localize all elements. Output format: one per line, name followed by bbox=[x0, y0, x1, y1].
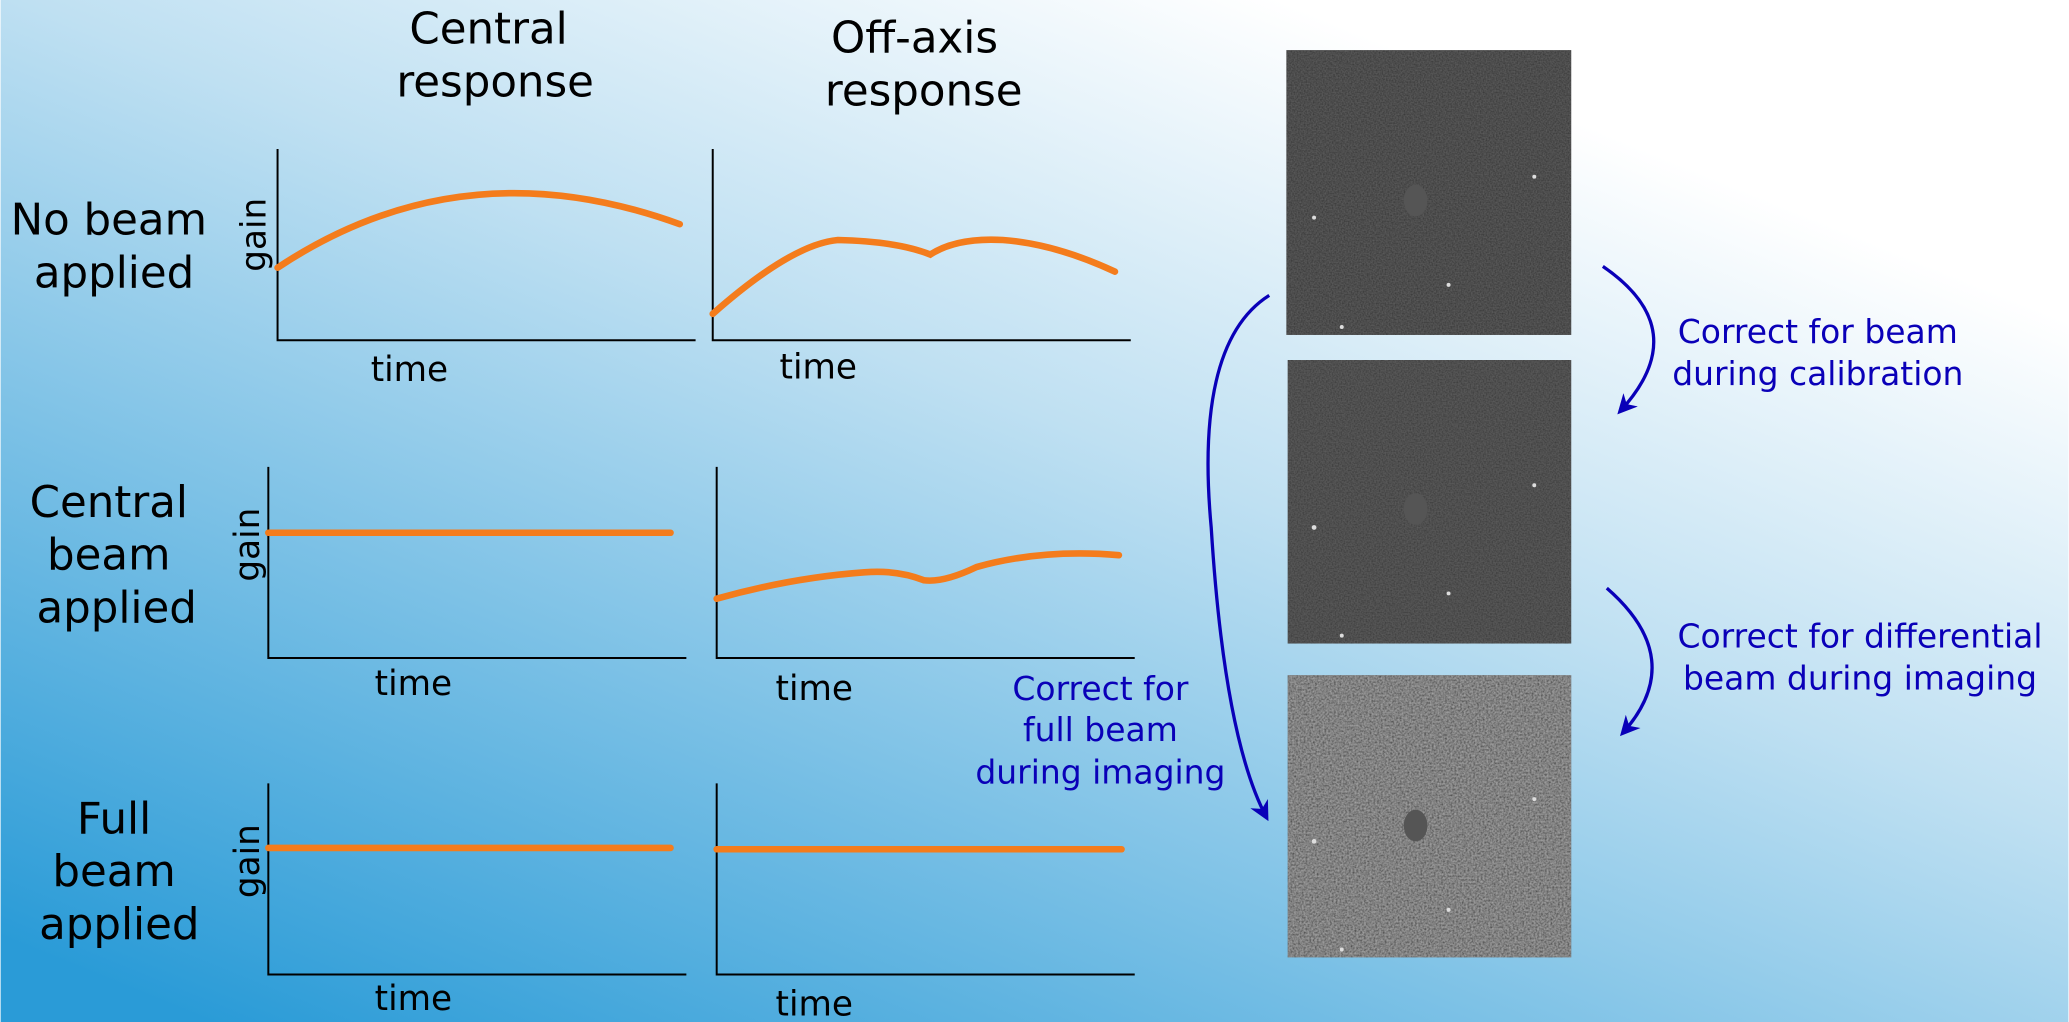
background bbox=[1, 0, 2069, 1022]
text-line: Correct for bbox=[1012, 669, 1189, 708]
text-line: beam bbox=[47, 531, 170, 581]
text-line: beam during imaging bbox=[1683, 659, 2037, 698]
sky-image bbox=[1288, 675, 1572, 957]
y-label: gain bbox=[235, 198, 275, 272]
text-line: No beam bbox=[11, 196, 207, 246]
sky-image bbox=[1286, 50, 1571, 335]
x-label: time bbox=[776, 984, 853, 1022]
text-line: Off-axis bbox=[831, 14, 998, 64]
x-label: time bbox=[375, 979, 452, 1019]
text-line: applied bbox=[36, 583, 196, 633]
text-line: Full bbox=[77, 794, 151, 844]
text-line: Correct for differential bbox=[1678, 616, 2043, 655]
x-label: time bbox=[375, 664, 452, 704]
text-line: beam bbox=[52, 847, 175, 897]
x-label: time bbox=[780, 347, 857, 387]
text-line: during imaging bbox=[975, 752, 1225, 791]
sky-images bbox=[1286, 50, 1571, 957]
text-line: response bbox=[825, 66, 1023, 116]
diagram: Centralresponse Off-axisresponse No beam… bbox=[0, 0, 2069, 1022]
x-label: time bbox=[776, 669, 853, 709]
x-label: time bbox=[371, 350, 448, 390]
text-line: Central bbox=[409, 5, 567, 55]
text-line: Central bbox=[30, 478, 188, 528]
text-line: during calibration bbox=[1672, 354, 1963, 393]
text-line: applied bbox=[34, 248, 194, 298]
y-label: gain bbox=[228, 824, 268, 898]
page: Centralresponse Off-axisresponse No beam… bbox=[0, 0, 2069, 1022]
text-line: Correct for beam bbox=[1678, 312, 1958, 351]
sky-image bbox=[1288, 360, 1572, 644]
text-line: applied bbox=[39, 900, 199, 950]
text-line: response bbox=[396, 57, 594, 107]
text-line: full beam bbox=[1023, 710, 1178, 749]
y-label: gain bbox=[228, 508, 268, 582]
